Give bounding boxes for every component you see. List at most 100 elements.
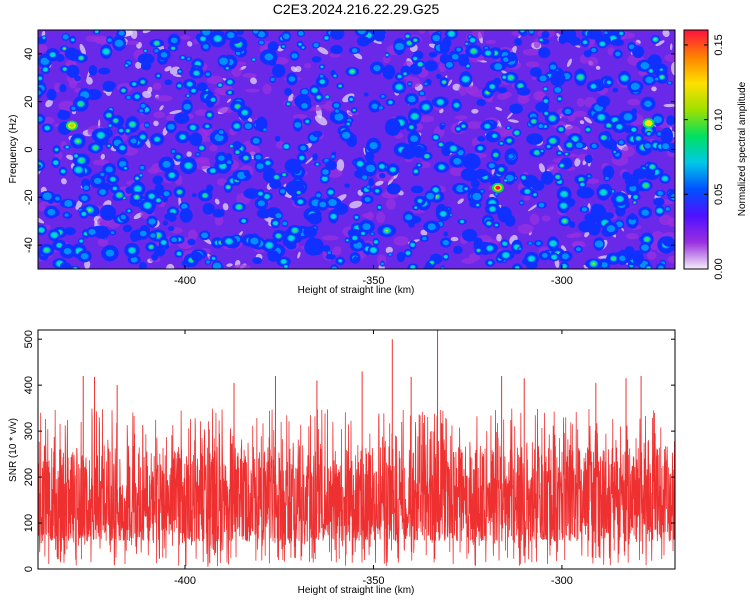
heatmap-cell bbox=[644, 143, 651, 149]
spectrogram-x-label: Height of straight line (km) bbox=[298, 285, 415, 296]
heatmap-cell bbox=[95, 30, 99, 33]
heatmap-cell bbox=[561, 30, 577, 43]
heatmap-cell bbox=[170, 37, 178, 44]
heatmap-cell bbox=[424, 82, 428, 86]
heatmap-cell bbox=[105, 249, 115, 257]
heatmap-cell bbox=[205, 124, 209, 128]
heatmap-cell bbox=[408, 82, 412, 86]
heatmap-cell bbox=[306, 120, 309, 123]
heatmap-cell bbox=[177, 252, 181, 256]
heatmap-cell bbox=[78, 102, 83, 106]
y-tick-label: 500 bbox=[23, 330, 35, 348]
heatmap-cell bbox=[333, 74, 337, 77]
heatmap-cell bbox=[378, 206, 381, 209]
heatmap-cell bbox=[571, 232, 582, 238]
heatmap-cell bbox=[127, 209, 131, 212]
heatmap-cell bbox=[209, 144, 218, 152]
heatmap-cell bbox=[171, 149, 176, 153]
heatmap-low-cell bbox=[447, 79, 453, 86]
heatmap-cell bbox=[171, 47, 175, 50]
heatmap-cell bbox=[379, 164, 385, 169]
colorbar-frame bbox=[683, 29, 709, 270]
heatmap-cell bbox=[124, 167, 127, 170]
heatmap-cell bbox=[661, 76, 663, 78]
heatmap-cell bbox=[123, 197, 126, 199]
heatmap-cell bbox=[177, 155, 180, 158]
heatmap-cell bbox=[487, 246, 493, 251]
heatmap-cell bbox=[63, 68, 66, 70]
heatmap-cell bbox=[591, 84, 596, 89]
heatmap-cell bbox=[572, 110, 587, 118]
heatmap-cell bbox=[242, 110, 248, 115]
heatmap-cell bbox=[543, 125, 547, 128]
heatmap-cell bbox=[362, 223, 371, 231]
heatmap-cell bbox=[280, 189, 286, 194]
heatmap-cell bbox=[130, 256, 138, 263]
snr-frame bbox=[37, 329, 676, 570]
heatmap-cell bbox=[578, 75, 583, 79]
heatmap-peak bbox=[69, 123, 75, 128]
heatmap-cell bbox=[43, 67, 48, 72]
heatmap-cell bbox=[284, 88, 293, 96]
heatmap-cell bbox=[120, 145, 125, 150]
heatmap-cell bbox=[288, 76, 296, 82]
heatmap-cell bbox=[585, 178, 600, 184]
heatmap-cell bbox=[522, 48, 540, 56]
heatmap-cell bbox=[227, 32, 235, 39]
heatmap-cell bbox=[559, 128, 563, 131]
heatmap-cell bbox=[657, 208, 663, 213]
heatmap-cell bbox=[174, 112, 190, 124]
heatmap-cell bbox=[598, 114, 605, 120]
heatmap-cell bbox=[437, 99, 444, 105]
heatmap-cell bbox=[461, 228, 478, 242]
heatmap-cell bbox=[97, 237, 109, 247]
heatmap-cell bbox=[274, 135, 281, 142]
heatmap-cell bbox=[62, 34, 69, 40]
y-tick-label: 100 bbox=[23, 514, 35, 532]
heatmap-cell bbox=[88, 209, 91, 211]
heatmap-cell bbox=[623, 113, 633, 121]
heatmap-cell bbox=[117, 193, 122, 197]
heatmap-cell bbox=[422, 236, 427, 241]
heatmap-cell bbox=[658, 214, 673, 226]
heatmap-cell bbox=[657, 191, 663, 196]
heatmap-cell bbox=[576, 97, 585, 107]
heatmap-cell bbox=[439, 124, 445, 130]
y-tick-label: 400 bbox=[23, 376, 35, 394]
heatmap-cell bbox=[253, 30, 259, 34]
heatmap-cell bbox=[312, 130, 323, 138]
heatmap-cell bbox=[363, 92, 369, 97]
y-tick-label: 40 bbox=[23, 48, 35, 60]
heatmap-cell bbox=[492, 134, 497, 138]
heatmap-cell bbox=[517, 223, 534, 234]
heatmap-cell bbox=[364, 151, 375, 162]
heatmap-cell bbox=[191, 251, 203, 262]
heatmap-cell bbox=[352, 256, 359, 264]
heatmap-cell bbox=[75, 167, 82, 173]
heatmap-cell bbox=[520, 201, 524, 205]
heatmap-cell bbox=[307, 212, 323, 225]
heatmap-cell bbox=[562, 264, 567, 268]
heatmap-cell bbox=[572, 136, 578, 142]
heatmap-cell bbox=[38, 202, 46, 212]
heatmap-cell bbox=[564, 108, 572, 115]
heatmap-cell bbox=[369, 142, 378, 149]
heatmap-cell bbox=[657, 132, 662, 136]
heatmap-low-cell bbox=[226, 263, 233, 267]
heatmap-cell bbox=[414, 39, 417, 42]
heatmap-cell bbox=[517, 95, 530, 104]
heatmap-cell bbox=[316, 193, 321, 198]
heatmap-cell bbox=[489, 84, 495, 89]
heatmap-cell bbox=[59, 84, 67, 93]
heatmap-low-cell bbox=[226, 98, 232, 103]
heatmap-cell bbox=[228, 91, 231, 94]
heatmap-cell bbox=[507, 126, 510, 129]
heatmap-cell bbox=[300, 145, 307, 151]
heatmap-cell bbox=[563, 220, 566, 222]
heatmap-cell bbox=[122, 224, 133, 233]
heatmap-cell bbox=[139, 174, 143, 177]
heatmap-cell bbox=[541, 171, 554, 185]
heatmap-cell bbox=[611, 38, 624, 47]
heatmap-cell bbox=[298, 199, 303, 204]
heatmap-cell bbox=[140, 61, 152, 71]
